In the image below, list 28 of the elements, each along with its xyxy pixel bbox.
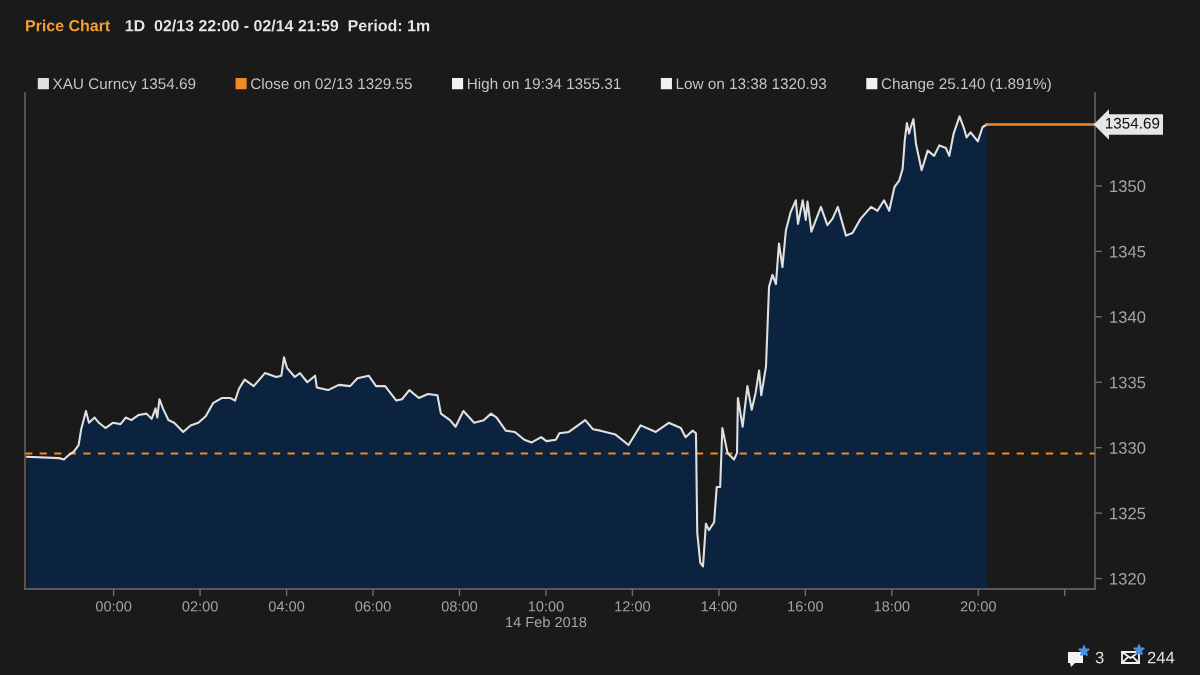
legend-label: Close on 02/13 1329.55 xyxy=(251,77,412,90)
x-tick-label: 10:00 14 Feb 2018 xyxy=(506,601,587,628)
chart-title: Price Chart xyxy=(26,19,111,32)
y-tick-label: 1320 xyxy=(1110,572,1146,585)
x-tick-label: 02:00 xyxy=(182,601,218,612)
x-tick-label: 06:00 xyxy=(355,601,391,612)
x-tick-label: 00:00 xyxy=(95,601,132,612)
legend-label: XAU Curncy 1354.69 xyxy=(52,78,196,93)
text: High on 19:34 1355.31 xyxy=(467,77,621,93)
text: Change 25.140 (1.891%) xyxy=(881,77,1051,93)
chart-subtitle: 1D 02/13 22:00 - 02/14 21:59 Period: 1m xyxy=(125,19,430,32)
x-tick-label: 16:00 xyxy=(788,601,824,612)
y-tick-label: 1335 xyxy=(1110,376,1146,389)
data-label: 1354.69 xyxy=(1105,117,1160,129)
x-tick-label: 04:00 xyxy=(268,601,305,612)
y-tick-label: 1345 xyxy=(1110,245,1146,258)
x-tick-label: 14:00 xyxy=(701,601,737,612)
x-tick-label: 18:00 xyxy=(874,601,910,612)
text: Low on 13:38 1320.93 xyxy=(676,78,827,90)
text: 244 xyxy=(1147,651,1175,664)
y-tick-label: 1330 xyxy=(1110,442,1146,454)
text: 3 xyxy=(1095,651,1104,664)
x-tick-label: 12:00 xyxy=(615,601,651,612)
y-tick-label: 1350 xyxy=(1110,180,1146,193)
y-tick-label: 1340 xyxy=(1110,311,1146,323)
x-tick-label: 20:00 xyxy=(960,601,996,612)
x-tick-label: 08:00 xyxy=(441,601,478,612)
y-tick-label: 1325 xyxy=(1110,507,1146,520)
